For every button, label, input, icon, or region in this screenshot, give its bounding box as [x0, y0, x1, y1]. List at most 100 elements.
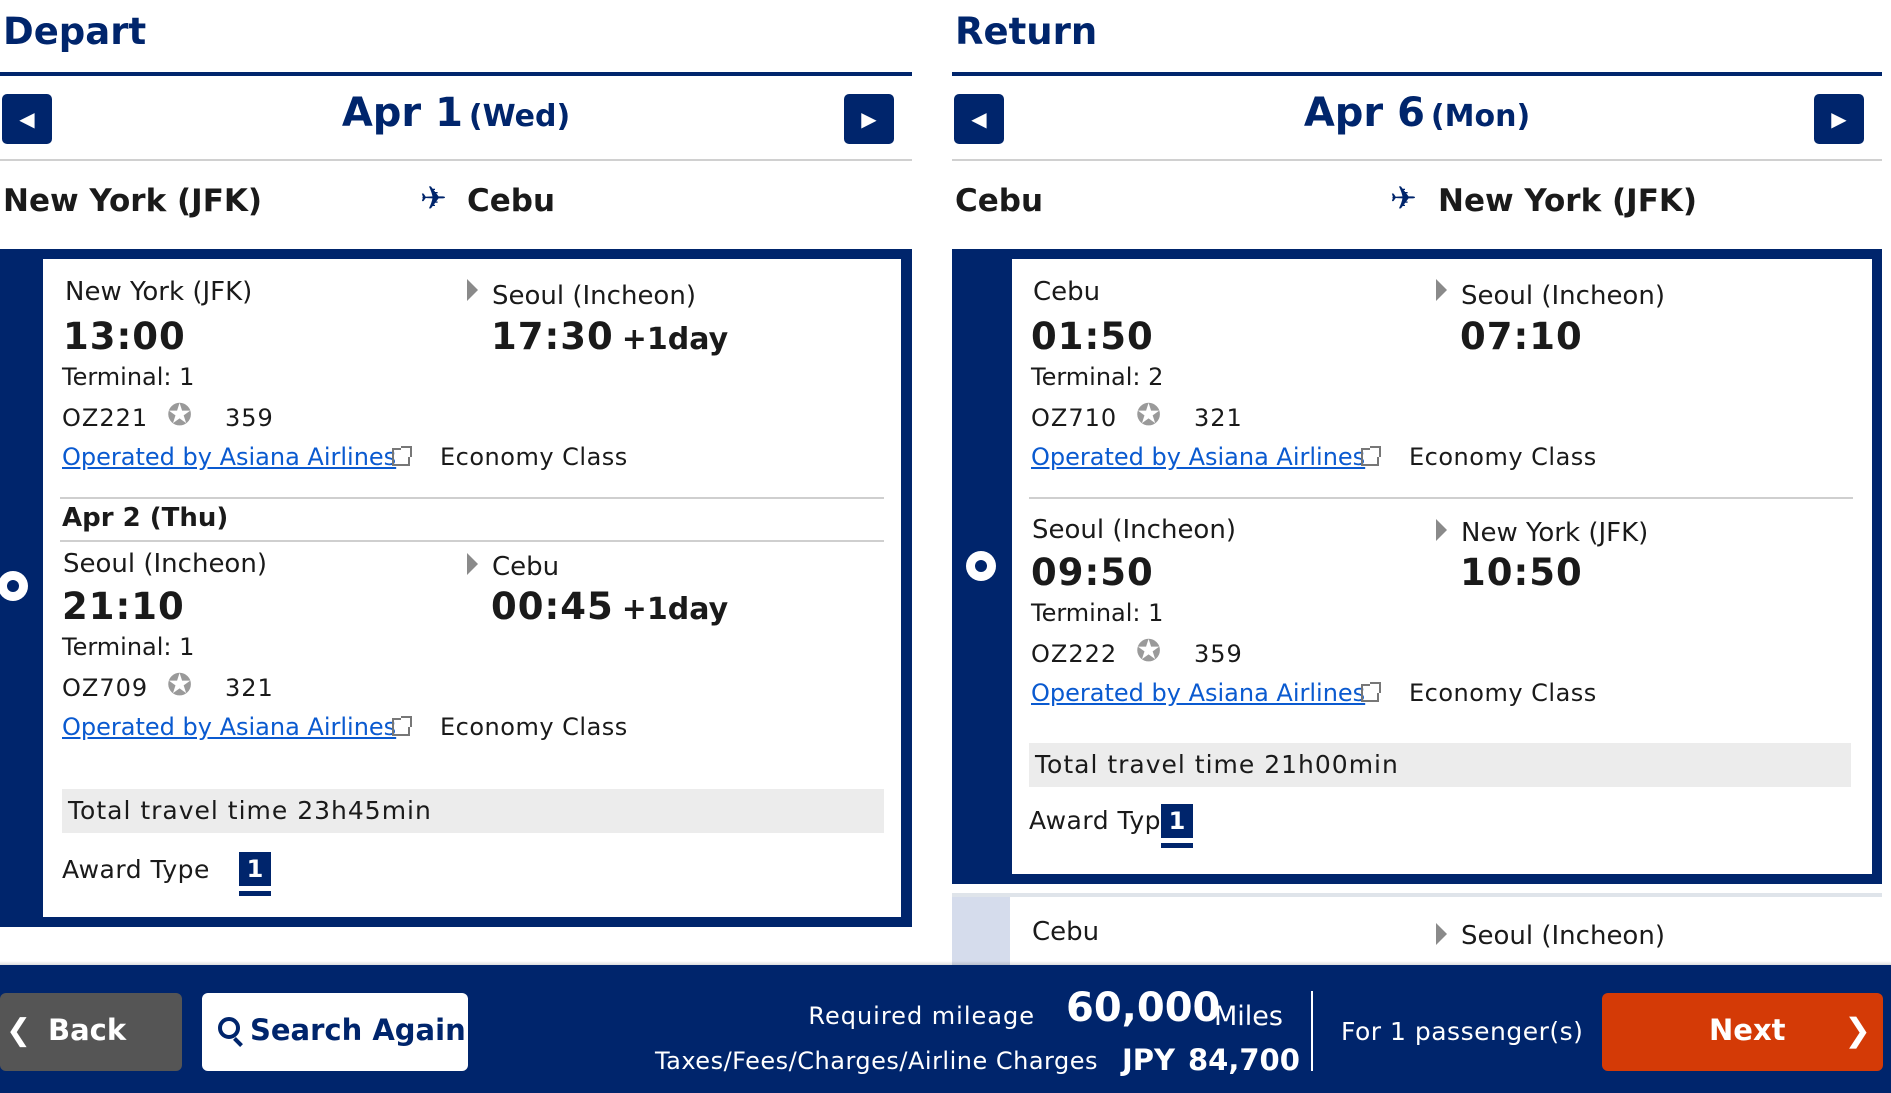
arrival-time: 17:30 +1day	[491, 315, 728, 358]
segment-destination: New York (JFK)	[1461, 518, 1649, 548]
arrow-right-icon	[1436, 279, 1447, 301]
booking-footer: ❮ Back Search Again Required mileage 60,…	[0, 961, 1891, 1093]
flight-card: Cebu Seoul (Incheon) 01:50 07:10 Termina…	[1012, 259, 1872, 874]
external-link-icon	[1361, 682, 1381, 702]
option-radio-selected[interactable]	[966, 551, 996, 581]
cabin-class: Economy Class	[1409, 443, 1597, 471]
star-alliance-icon: ✪	[1136, 398, 1162, 433]
return-panel: Return ◀ Apr 6 (Mon) ▶ Cebu ✈ New York (J…	[952, 0, 1882, 965]
operated-by-link[interactable]: Operated by Asiana Airlines	[1031, 443, 1366, 471]
return-date: Apr 6 (Mon)	[952, 90, 1882, 136]
route-destination: New York (JFK)	[1438, 183, 1698, 219]
return-flight-option[interactable]: Cebu Seoul (Incheon) 01:50 07:10 Termina…	[952, 249, 1882, 884]
aircraft-type: 359	[1194, 640, 1243, 668]
taxes-value: 84,700	[1188, 1043, 1300, 1077]
connection-date: Apr 2 (Thu)	[62, 503, 229, 533]
aircraft-type: 321	[225, 674, 274, 702]
next-date-button[interactable]: ▶	[844, 94, 894, 144]
star-alliance-icon: ✪	[167, 668, 193, 703]
depart-weekday: (Wed)	[468, 99, 571, 134]
terminal: Terminal: 2	[1031, 363, 1164, 391]
star-alliance-icon: ✪	[167, 398, 193, 433]
required-mileage-value: 60,000	[1066, 985, 1221, 1031]
external-link-icon	[392, 716, 412, 736]
airplane-icon: ✈	[420, 179, 447, 217]
segment-origin: Cebu	[1033, 277, 1101, 307]
segment-divider	[1029, 497, 1853, 499]
prev-date-button[interactable]: ◀	[954, 94, 1004, 144]
route-destination: Cebu	[467, 183, 556, 219]
segment-divider	[60, 540, 884, 542]
depart-date-main: Apr 1	[341, 90, 463, 136]
return-title: Return	[955, 10, 1098, 53]
return-date-bar: ◀ Apr 6 (Mon) ▶	[952, 76, 1882, 161]
aircraft-type: 359	[225, 404, 274, 432]
prev-date-button[interactable]: ◀	[2, 94, 52, 144]
caret-right-icon: ▶	[1831, 107, 1847, 131]
depart-flight-option[interactable]: New York (JFK) Seoul (Incheon) 13:00 17:…	[0, 249, 912, 927]
depart-date: Apr 1 (Wed)	[0, 90, 912, 136]
plus-day: +1day	[621, 592, 729, 627]
terminal: Terminal: 1	[62, 363, 195, 391]
search-again-button[interactable]: Search Again	[202, 993, 468, 1071]
magnifier-icon	[218, 1017, 240, 1039]
route-origin: New York (JFK)	[3, 183, 263, 219]
footer-divider	[1311, 991, 1313, 1071]
segment-destination: Cebu	[492, 552, 560, 582]
arrow-right-icon	[1436, 519, 1447, 541]
award-type-badge[interactable]: 1	[239, 852, 271, 896]
return-weekday: (Mon)	[1430, 99, 1531, 134]
operated-by-link[interactable]: Operated by Asiana Airlines	[62, 443, 397, 471]
caret-right-icon: ▶	[861, 107, 877, 131]
back-label: Back	[48, 1013, 127, 1047]
depart-route: New York (JFK) ✈ Cebu	[0, 175, 912, 227]
caret-left-icon: ◀	[971, 107, 987, 131]
departure-time: 13:00	[63, 315, 186, 358]
arrival-time: 10:50	[1460, 551, 1583, 594]
return-date-main: Apr 6	[1303, 90, 1425, 136]
arrow-right-icon	[467, 553, 478, 575]
plus-day: +1day	[621, 322, 729, 357]
required-mileage-label: Required mileage	[808, 1002, 1035, 1030]
next-date-button[interactable]: ▶	[1814, 94, 1864, 144]
total-travel-time: Total travel time 23h45min	[62, 789, 884, 833]
back-button[interactable]: ❮ Back	[0, 993, 182, 1071]
cabin-class: Economy Class	[1409, 679, 1597, 707]
total-travel-time: Total travel time 21h00min	[1029, 743, 1851, 787]
departure-time: 21:10	[62, 585, 185, 628]
segment-origin: New York (JFK)	[65, 277, 253, 307]
chevron-right-icon: ❯	[1844, 1011, 1871, 1049]
award-type-value: 1	[1161, 804, 1193, 838]
chevron-left-icon: ❮	[6, 1013, 32, 1048]
flight-card: New York (JFK) Seoul (Incheon) 13:00 17:…	[43, 259, 901, 917]
airplane-icon: ✈	[1390, 179, 1417, 217]
depart-date-bar: ◀ Apr 1 (Wed) ▶	[0, 76, 912, 161]
depart-panel: Depart ◀ Apr 1 (Wed) ▶ New York (JFK) ✈ C…	[0, 0, 912, 965]
external-link-icon	[1361, 446, 1381, 466]
segment-origin: Seoul (Incheon)	[63, 549, 267, 579]
depart-title-rule	[0, 72, 912, 76]
option-radio-selected[interactable]	[0, 571, 28, 601]
option-radio-area[interactable]	[952, 897, 1010, 969]
flight-number: OZ221	[62, 404, 149, 432]
return-flight-option-2[interactable]: Cebu Seoul (Incheon)	[952, 893, 1882, 969]
flight-number: OZ710	[1031, 404, 1118, 432]
operated-by-link[interactable]: Operated by Asiana Airlines	[1031, 679, 1366, 707]
flight-number: OZ709	[62, 674, 149, 702]
operated-by-link[interactable]: Operated by Asiana Airlines	[62, 713, 397, 741]
award-type-label: Award Type	[1029, 806, 1177, 835]
terminal: Terminal: 1	[62, 633, 195, 661]
return-route: Cebu ✈ New York (JFK)	[952, 175, 1882, 227]
passenger-count: For 1 passenger(s)	[1341, 1017, 1584, 1046]
next-button[interactable]: Next ❯	[1602, 993, 1883, 1071]
award-type-badge[interactable]: 1	[1161, 804, 1193, 848]
arrow-right-icon	[467, 279, 478, 301]
segment-destination: Seoul (Incheon)	[1461, 921, 1665, 951]
route-origin: Cebu	[955, 183, 1044, 219]
star-alliance-icon: ✪	[1136, 634, 1162, 669]
taxes-currency: JPY	[1122, 1043, 1176, 1077]
arrival-time-value: 00:45	[491, 585, 614, 628]
cabin-class: Economy Class	[440, 443, 628, 471]
required-mileage-unit: Miles	[1214, 1001, 1283, 1032]
